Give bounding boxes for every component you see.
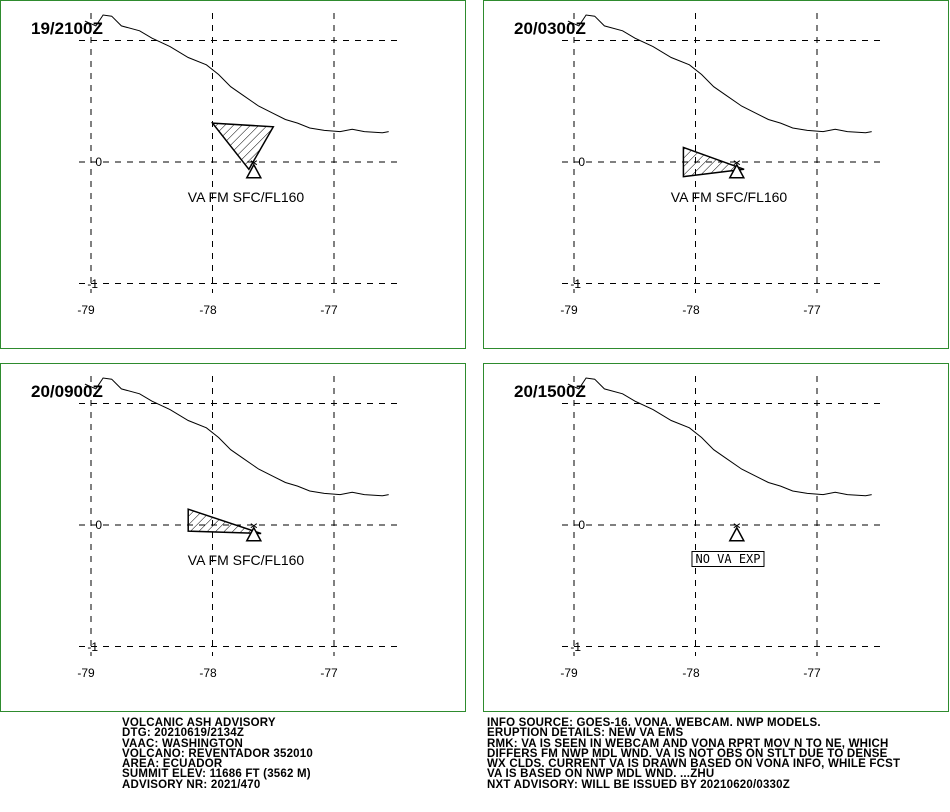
y-tick-minus1: -1 (570, 277, 581, 291)
no-va-expected-label: NO VA EXP (691, 551, 765, 567)
x-tick-78: -78 (199, 666, 217, 680)
advisory-number: ADVISORY NR: 2021/470 (122, 778, 261, 791)
ash-cloud-polygon (210, 122, 275, 171)
map-canvas (79, 13, 401, 293)
volcano-plume-mark (733, 160, 741, 166)
panel-time-label: 20/0300Z (514, 19, 586, 38)
advisory-title: VOLCANIC ASH ADVISORY (122, 717, 276, 729)
y-tick-minus1: -1 (570, 640, 581, 654)
advisory-remark-line: VA IS BASED ON NWP MDL WND. ...ZHU (487, 768, 715, 781)
x-tick-79: -79 (77, 303, 95, 317)
panel-time-label: 20/1500Z (514, 382, 586, 401)
volcano-plume-mark (733, 523, 741, 529)
advisory-info-source: INFO SOURCE: GOES-16. VONA. WEBCAM. NWP … (487, 717, 821, 729)
y-tick-0: 0 (95, 155, 102, 169)
x-tick-79: -79 (560, 666, 578, 680)
border-line (567, 377, 872, 497)
x-tick-77: -77 (803, 303, 821, 317)
x-tick-77: -77 (320, 666, 338, 680)
advisory-next-advisory: NXT ADVISORY: WILL BE ISSUED BY 20210620… (487, 778, 790, 791)
advisory-header-block: VOLCANIC ASH ADVISORY DTG: 20210619/2134… (122, 717, 313, 791)
panel-time-label: 20/0900Z (31, 382, 103, 401)
ash-height-label: VA FM SFC/FL160 (187, 552, 305, 568)
volcano-icon (245, 526, 263, 542)
volcano-plume-mark (250, 523, 258, 529)
advisory-vaac: VAAC: WASHINGTON (122, 737, 243, 750)
advisory-eruption-details: ERUPTION DETAILS: NEW VA EMS (487, 727, 684, 740)
advisory-dtg: DTG: 20210619/2134Z (122, 727, 245, 740)
x-tick-77: -77 (320, 303, 338, 317)
x-tick-78: -78 (682, 303, 700, 317)
ash-height-label: VA FM SFC/FL160 (187, 189, 305, 205)
panel-time-label: 19/2100Z (31, 19, 103, 38)
volcano-icon (728, 526, 746, 542)
y-tick-0: 0 (95, 518, 102, 532)
ash-height-label: VA FM SFC/FL160 (670, 189, 788, 205)
x-tick-77: -77 (803, 666, 821, 680)
ash-cloud-polygon (682, 146, 745, 178)
x-tick-78: -78 (682, 666, 700, 680)
advisory-volcano: VOLCANO: REVENTADOR 352010 (122, 747, 313, 760)
map-panel-3: 20/0900Z VA FM SFC/FL160 0 -1 -79 -78 -7… (0, 363, 466, 712)
volcano-plume-mark (250, 160, 258, 166)
border-line (567, 14, 872, 134)
advisory-remarks-block: INFO SOURCE: GOES-16. VONA. WEBCAM. NWP … (487, 717, 901, 791)
x-tick-79: -79 (77, 666, 95, 680)
advisory-summit-elev: SUMMIT ELEV: 11686 FT (3562 M) (122, 768, 311, 781)
advisory-remark-line: WX CLDS. CURRENT VA IS DRAWN BASED ON VO… (487, 758, 901, 771)
map-panel-2: 20/0300Z VA FM SFC/FL160 0 -1 -79 -78 -7… (483, 0, 949, 349)
x-tick-79: -79 (560, 303, 578, 317)
x-tick-78: -78 (199, 303, 217, 317)
y-tick-0: 0 (578, 518, 585, 532)
y-tick-minus1: -1 (87, 277, 98, 291)
volcano-icon (245, 163, 263, 179)
map-canvas (79, 376, 401, 656)
map-panel-1: 19/2100Z VA FM SFC/FL160 0 -1 -79 -78 -7… (0, 0, 466, 349)
volcano-icon (728, 163, 746, 179)
advisory-remark-line: RMK: VA IS SEEN IN WEBCAM AND VONA RPRT … (487, 737, 889, 750)
advisory-remark-line: DIFFERS FM NWP MDL WND. VA IS NOT OBS ON… (487, 747, 888, 760)
map-panel-4: 20/1500Z NO VA EXP 0 -1 -79 -78 -77 (483, 363, 949, 712)
border-line (84, 14, 389, 134)
border-line (84, 377, 389, 497)
map-canvas (562, 376, 884, 656)
ash-cloud-polygon (187, 508, 262, 535)
map-canvas (562, 13, 884, 293)
y-tick-minus1: -1 (87, 640, 98, 654)
y-tick-0: 0 (578, 155, 585, 169)
advisory-area: AREA: ECUADOR (122, 758, 223, 771)
